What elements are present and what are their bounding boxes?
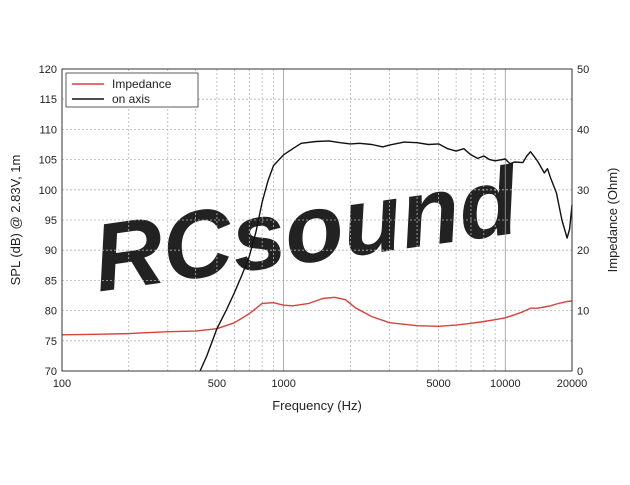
y-left-tick-label: 70 <box>45 366 57 378</box>
series-line-impedance <box>61 296 573 336</box>
y-right-tick-label: 40 <box>577 124 589 136</box>
legend-box <box>65 72 199 108</box>
y-right-tick-label: 20 <box>577 245 589 257</box>
plot-frame <box>61 68 573 372</box>
x-tick-label: 10000 <box>490 378 521 390</box>
y-left-tick-label: 120 <box>39 64 57 76</box>
y-left-tick-label: 75 <box>45 336 57 348</box>
legend-label: Impedance <box>112 77 172 91</box>
y-right-tick-label: 50 <box>577 64 589 76</box>
y-left-tick-label: 80 <box>45 306 57 318</box>
series-line-on-axis <box>199 140 573 372</box>
y-left-tick-label: 110 <box>39 124 57 136</box>
x-tick-label: 100 <box>53 378 71 390</box>
x-tick-label: 1000 <box>271 378 295 390</box>
y-left-tick-label: 90 <box>45 245 57 257</box>
x-tick-label: 20000 <box>557 378 588 390</box>
y-left-tick-label: 115 <box>39 94 57 106</box>
y-left-tick-label: 85 <box>45 275 57 287</box>
y-axis-left-label: SPL (dB) @ 2.83V, 1m <box>8 155 23 286</box>
tick-labels: 70 75 80 85 90 95 100 105 110 115 120 0 10 20 30 40 50 10… <box>39 64 590 390</box>
y-right-tick-label: 0 <box>577 366 583 378</box>
y-right-tick-label: 30 <box>577 185 589 197</box>
x-tick-label: 5000 <box>426 378 450 390</box>
y-left-tick-label: 95 <box>45 215 57 227</box>
legend-label: on axis <box>112 92 150 106</box>
series-lines <box>61 140 573 372</box>
x-axis-label: Frequency (Hz) <box>272 398 362 413</box>
y-axis-right-label: Impedance (Ohm) <box>605 168 620 273</box>
y-left-tick-label: 100 <box>39 185 57 197</box>
y-right-tick-label: 10 <box>577 306 589 318</box>
y-left-tick-label: 105 <box>39 155 57 167</box>
x-tick-label: 500 <box>208 378 226 390</box>
